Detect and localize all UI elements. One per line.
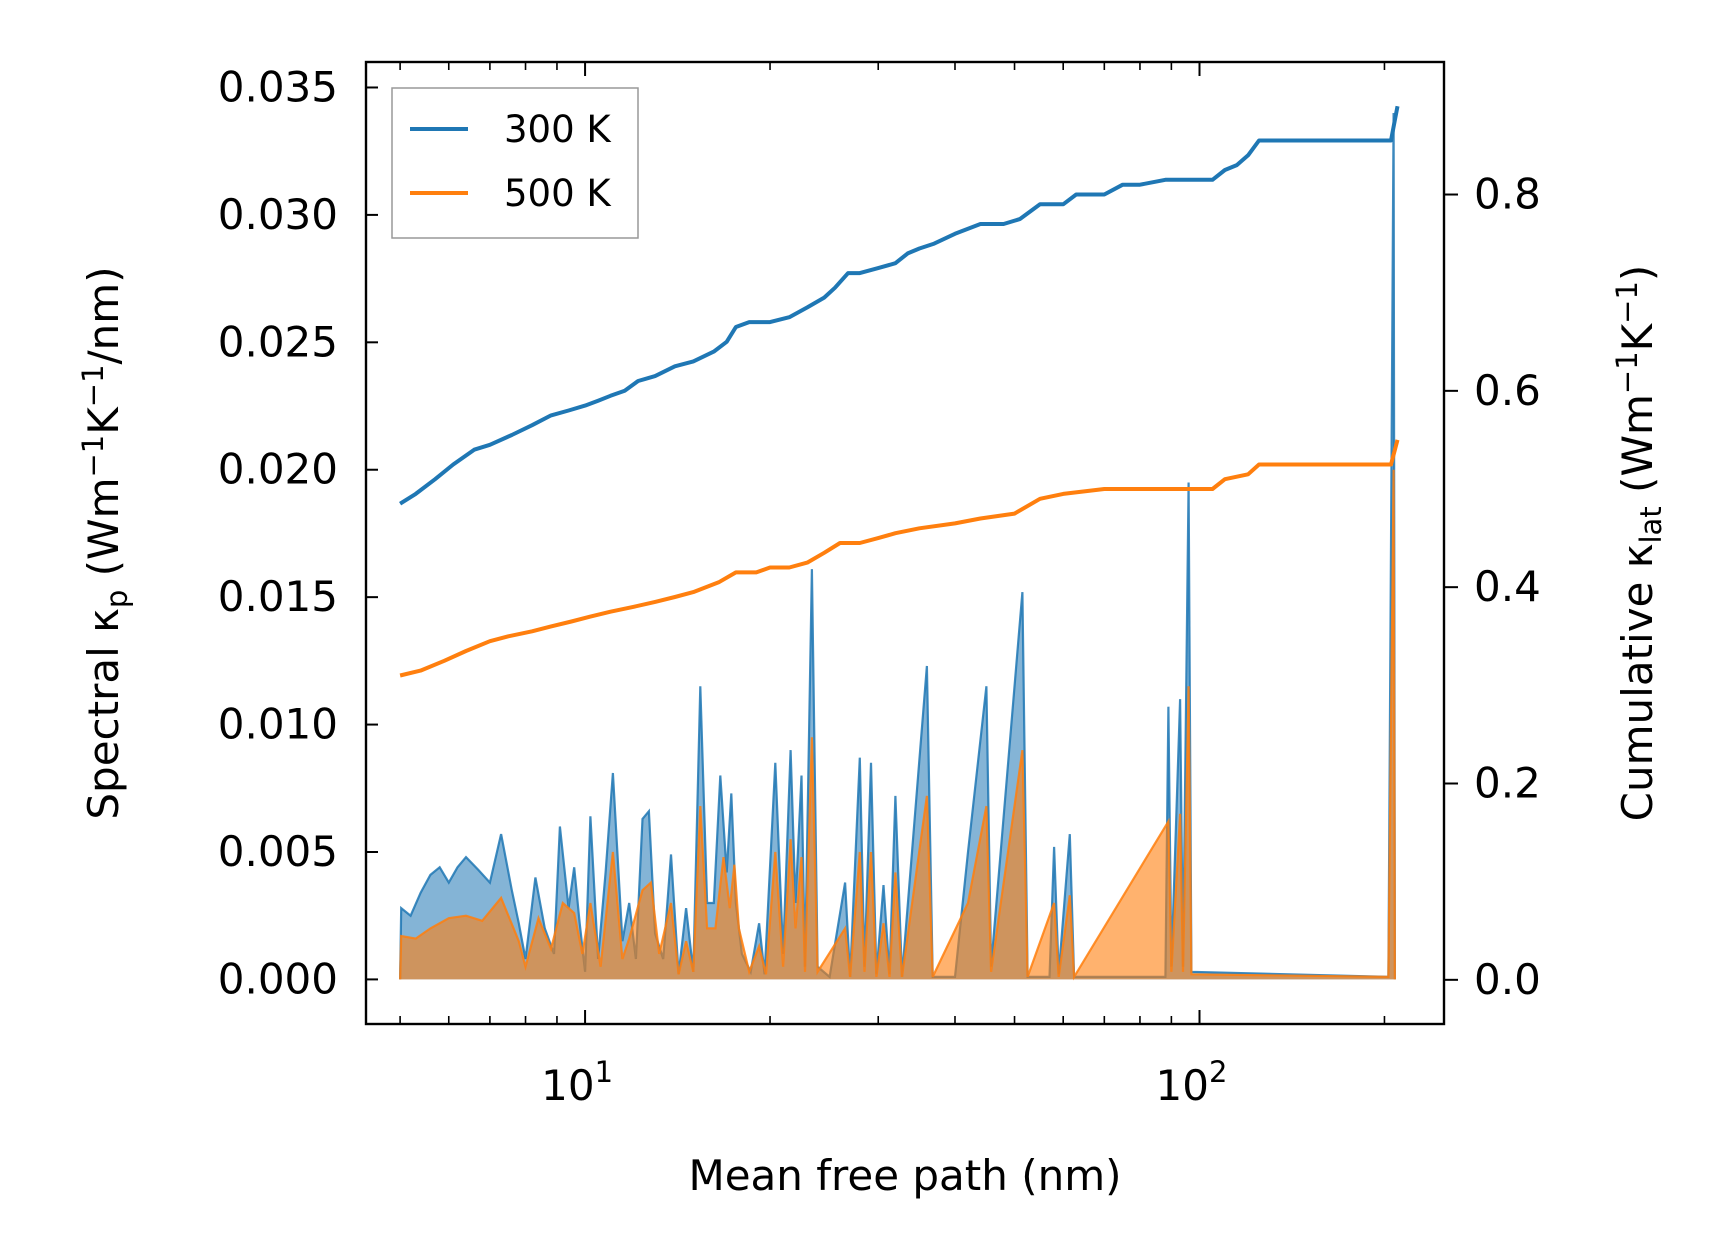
y-left-tick-label: 0.020 [218,445,338,494]
y-left-label-sub: p [100,590,134,608]
y-left-label-main: Spectral κ [79,608,128,820]
axis-tick-labels: 0.000 0.005 0.010 0.015 0.020 0.025 0.030 0.035… [218,62,1541,1110]
x-tick-label: 102 [1156,1055,1228,1110]
spectral-area-500k [400,469,1395,980]
y-right-label-sup1: −1 [1610,351,1644,394]
legend: 300 K 500 K [391,87,639,239]
y-left-label-unit-open: (Wm [79,478,128,590]
legend-box [391,87,639,239]
spectral-outline-500k [399,469,1396,981]
y-left-tick-label: 0.025 [218,317,338,366]
y-right-axis-label: Cumulative κlat (Wm−1K−1) [1610,265,1668,822]
spectral-outline-300k [399,112,1396,980]
y-right-label-sub: lat [1634,506,1668,543]
y-left-tick-label: 0.015 [218,572,338,621]
plot-frame [364,60,1446,1026]
cumulative-line-300k [399,105,1400,506]
legend-label-300k: 300 K [504,108,612,151]
y-right-label-unit-close: ) [1613,265,1662,281]
y-left-tick-label: 0.010 [218,700,338,749]
axis-ticks [366,62,1458,1024]
y-right-label-main: Cumulative κ [1613,544,1662,822]
y-left-label-sup2: −1 [76,364,110,407]
y-right-label-sup2: −1 [1610,281,1644,324]
spectral-fills [399,112,1396,981]
y-left-axis-label: Spectral κp (Wm−1K−1/nm) [76,266,134,819]
cumulative-line-500k [399,439,1400,678]
y-right-label-mid: K [1613,322,1662,351]
y-left-label-mid: K [79,406,128,435]
y-right-tick-label: 0.0 [1474,955,1541,1004]
spectral-area-300k [400,113,1395,980]
y-left-label-unit-close: /nm) [79,266,128,364]
x-axis-label: Mean free path (nm) [688,1151,1121,1200]
y-left-label-sup1: −1 [76,435,110,478]
y-right-tick-label: 0.2 [1474,759,1541,808]
y-left-tick-label: 0.035 [218,62,338,111]
y-left-tick-label: 0.030 [218,190,338,239]
y-right-tick-label: 0.8 [1474,170,1541,219]
y-right-label-unit-open: (Wm [1613,394,1662,506]
cumulative-lines [399,105,1400,678]
legend-label-500k: 500 K [504,172,612,215]
y-left-tick-label: 0.000 [218,954,338,1003]
y-left-tick-label: 0.005 [218,827,338,876]
x-tick-label: 101 [541,1055,613,1110]
y-right-tick-label: 0.4 [1474,562,1541,611]
y-right-tick-label: 0.6 [1474,366,1541,415]
